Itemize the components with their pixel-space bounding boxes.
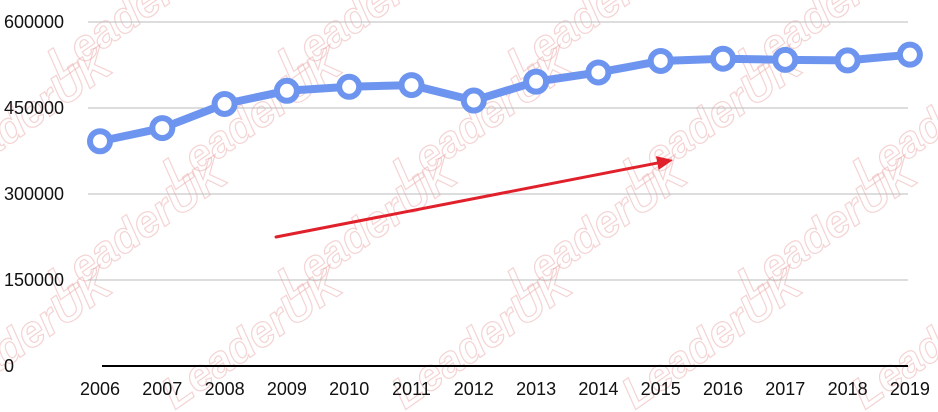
y-tick-label: 150000	[4, 270, 64, 290]
data-point	[211, 90, 238, 117]
data-point	[149, 115, 176, 142]
x-tick-label: 2007	[142, 379, 182, 399]
y-tick-label: 600000	[4, 12, 64, 32]
data-point	[834, 47, 861, 74]
data-point	[523, 68, 550, 95]
x-tick-label: 2018	[828, 379, 868, 399]
y-tick-label: 0	[4, 356, 14, 376]
data-point	[336, 73, 363, 100]
y-axis-tick-labels: 0 150000 300000 450000 600000	[4, 12, 64, 376]
data-point	[460, 87, 487, 114]
data-point	[585, 59, 612, 86]
data-point	[647, 47, 674, 74]
x-tick-label: 2014	[578, 379, 618, 399]
trend-arrow-head	[655, 156, 673, 170]
x-tick-label: 2017	[765, 379, 805, 399]
x-tick-label: 2008	[205, 379, 245, 399]
x-tick-label: 2009	[267, 379, 307, 399]
x-tick-label: 2012	[454, 379, 494, 399]
x-tick-label: 2019	[890, 379, 930, 399]
x-tick-label: 2016	[703, 379, 743, 399]
y-tick-label: 300000	[4, 184, 64, 204]
data-point	[896, 41, 923, 68]
data-point	[273, 77, 300, 104]
x-tick-label: 2010	[329, 379, 369, 399]
x-tick-label: 2011	[392, 379, 431, 399]
trend-arrow	[274, 156, 673, 239]
x-axis-tick-labels: 2006 2007 2008 2009 2010 2011 2012 2013 2014 2015…	[80, 379, 930, 399]
data-point	[772, 46, 799, 73]
data-point	[87, 128, 113, 155]
data-point	[710, 45, 736, 72]
x-tick-label: 2006	[80, 379, 120, 399]
x-tick-label: 2013	[516, 379, 556, 399]
y-tick-label: 450000	[4, 98, 64, 118]
trend-arrow-shaft	[274, 160, 663, 239]
data-point	[398, 72, 425, 99]
series-layer	[87, 41, 923, 155]
x-tick-label: 2015	[641, 379, 681, 399]
